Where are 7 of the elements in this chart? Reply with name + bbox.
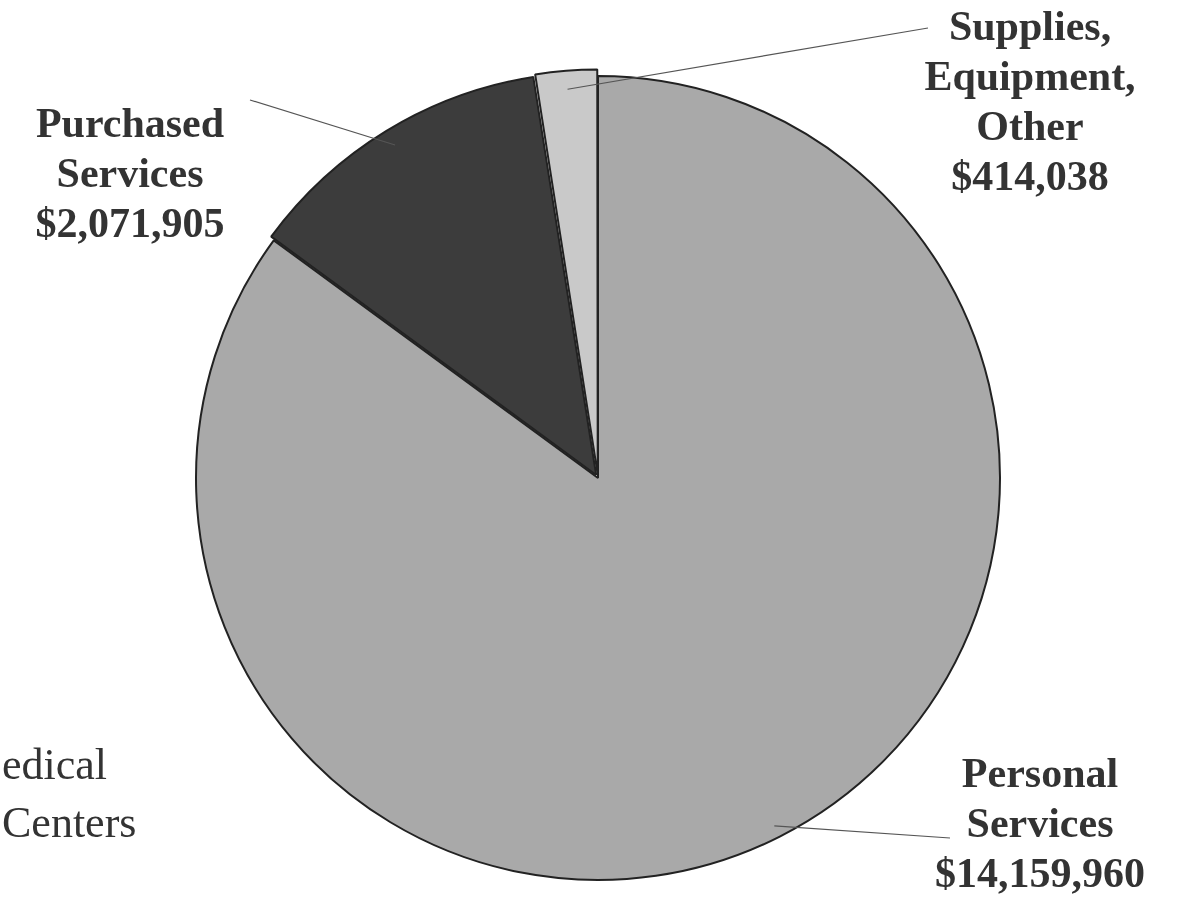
- data-label: $2,071,905: [35, 199, 225, 246]
- data-label: $414,038: [951, 152, 1109, 199]
- slice-label: Supplies, Equipment, Other: [924, 2, 1136, 149]
- data-label: $14,159,960: [935, 849, 1145, 896]
- text: edical Centers: [2, 739, 137, 847]
- slice-label: Personal Services: [961, 749, 1119, 846]
- slice-label: Purchased Services: [35, 99, 225, 196]
